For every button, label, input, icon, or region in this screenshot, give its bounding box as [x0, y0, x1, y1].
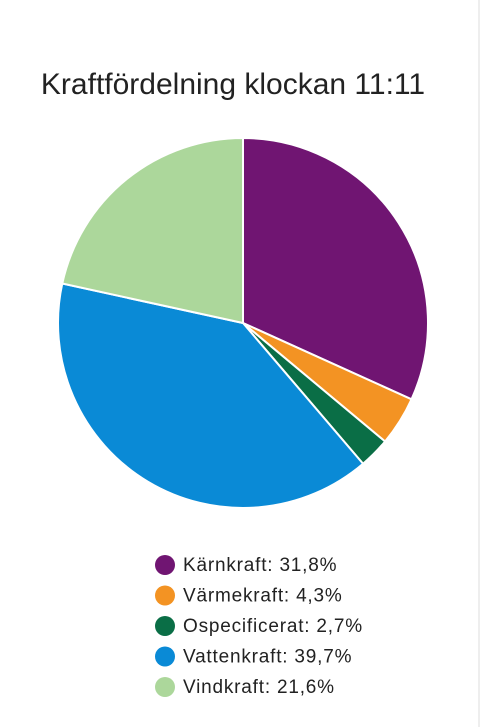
legend-marker	[155, 555, 175, 575]
legend-label: Vattenkraft: 39,7%	[183, 647, 352, 668]
legend-marker	[155, 677, 175, 697]
pie-slice	[61, 136, 244, 325]
legend-marker	[155, 585, 175, 606]
pie-slice	[57, 282, 365, 509]
legend-marker	[155, 616, 175, 636]
pie-slice	[242, 136, 429, 401]
legend-marker	[155, 646, 175, 667]
legend-label: Kärnkraft: 31,8%	[183, 555, 337, 576]
legend-label: Värmekraft: 4,3%	[183, 586, 343, 607]
chart-title: Kraftfördelning klockan 11:11	[41, 68, 425, 101]
legend-label: Ospecificerat: 2,7%	[183, 616, 363, 637]
legend-label: Vindkraft: 21,6%	[183, 677, 335, 698]
